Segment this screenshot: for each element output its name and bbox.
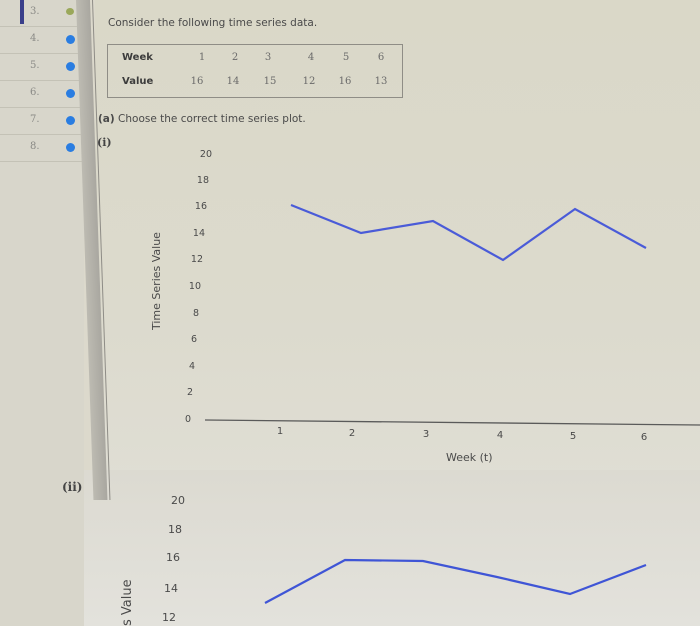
active-indicator (20, 0, 24, 24)
nav-item-number: 4. (30, 33, 40, 44)
y-tick: 10 (188, 281, 201, 292)
y-tick: 12 (190, 254, 203, 265)
y-tick: 12 (162, 611, 176, 624)
option-i-label[interactable]: (i) (97, 136, 112, 149)
x-tick: 6 (640, 432, 648, 443)
week-cell: 2 (231, 52, 239, 63)
week-cell: 1 (198, 52, 206, 63)
x-axis-label: Week (t) (446, 451, 493, 464)
week-cell: 3 (264, 52, 272, 63)
part-a-prompt: (a) Choose the correct time series plot. (98, 113, 306, 125)
x-tick: 4 (496, 430, 504, 441)
value-cell: 15 (263, 76, 277, 87)
week-cell: 5 (342, 52, 350, 63)
x-tick: 2 (348, 428, 356, 439)
table-row-week: Week 1 2 3 4 5 6 (108, 52, 402, 72)
unanswered-status-icon (66, 143, 75, 152)
nav-item-number: 6. (30, 87, 40, 98)
option-ii-label[interactable]: (ii) (62, 480, 83, 494)
nav-item-question-7[interactable]: 7. (0, 108, 82, 135)
nav-item-number: 3. (30, 6, 40, 17)
nav-item-question-6[interactable]: 6. (0, 81, 82, 108)
part-a-text: Choose the correct time series plot. (118, 113, 306, 125)
series-line (290, 203, 647, 262)
y-tick: 18 (168, 523, 182, 536)
x-tick: 5 (569, 431, 577, 442)
y-tick: 20 (171, 494, 185, 507)
nav-item-number: 5. (30, 60, 40, 71)
unanswered-status-icon (66, 35, 75, 44)
nav-item-number: 8. (30, 141, 40, 152)
x-axis-line (204, 419, 700, 426)
value-cell: 14 (226, 76, 240, 87)
unanswered-status-icon (66, 89, 75, 98)
nav-item-question-4[interactable]: 4. (0, 27, 82, 54)
lower-background (0, 470, 700, 626)
y-tick: 16 (194, 201, 207, 212)
value-cell: 16 (190, 76, 204, 87)
row-header-value: Value (122, 76, 154, 87)
nav-item-question-8[interactable]: 8. (0, 135, 82, 162)
x-tick: 1 (276, 426, 284, 437)
y-tick: 14 (192, 228, 205, 239)
unanswered-status-icon (66, 116, 75, 125)
y-tick: 18 (196, 175, 209, 186)
table-row-value: Value 16 14 15 12 16 13 (108, 76, 402, 96)
question-intro: Consider the following time series data. (108, 17, 318, 29)
week-cell: 4 (307, 52, 315, 63)
y-tick: 2 (186, 387, 193, 398)
week-cell: 6 (377, 52, 385, 63)
question-nav-sidebar: 3. 4. 5. 6. 7. 8. (0, 0, 84, 626)
nav-item-question-3[interactable]: 3. (0, 0, 82, 27)
nav-item-question-5[interactable]: 5. (0, 54, 82, 81)
y-tick: 4 (188, 361, 195, 372)
y-tick: 8 (192, 308, 199, 319)
y-tick: 0 (184, 414, 191, 425)
y-tick: 14 (164, 582, 178, 595)
nav-item-number: 7. (30, 114, 40, 125)
time-series-table: Week 1 2 3 4 5 6 Value 16 14 15 12 16 13 (107, 44, 403, 98)
series-line (264, 558, 647, 604)
unanswered-status-icon (66, 62, 75, 71)
row-header-week: Week (122, 52, 153, 63)
x-tick: 3 (422, 429, 430, 440)
value-cell: 13 (374, 76, 388, 87)
y-tick: 20 (199, 149, 212, 160)
value-cell: 16 (338, 76, 352, 87)
part-a-label: (a) (98, 113, 115, 125)
y-tick: 16 (166, 551, 180, 564)
answered-status-icon (66, 8, 74, 15)
value-cell: 12 (302, 76, 316, 87)
y-tick: 6 (190, 334, 197, 345)
